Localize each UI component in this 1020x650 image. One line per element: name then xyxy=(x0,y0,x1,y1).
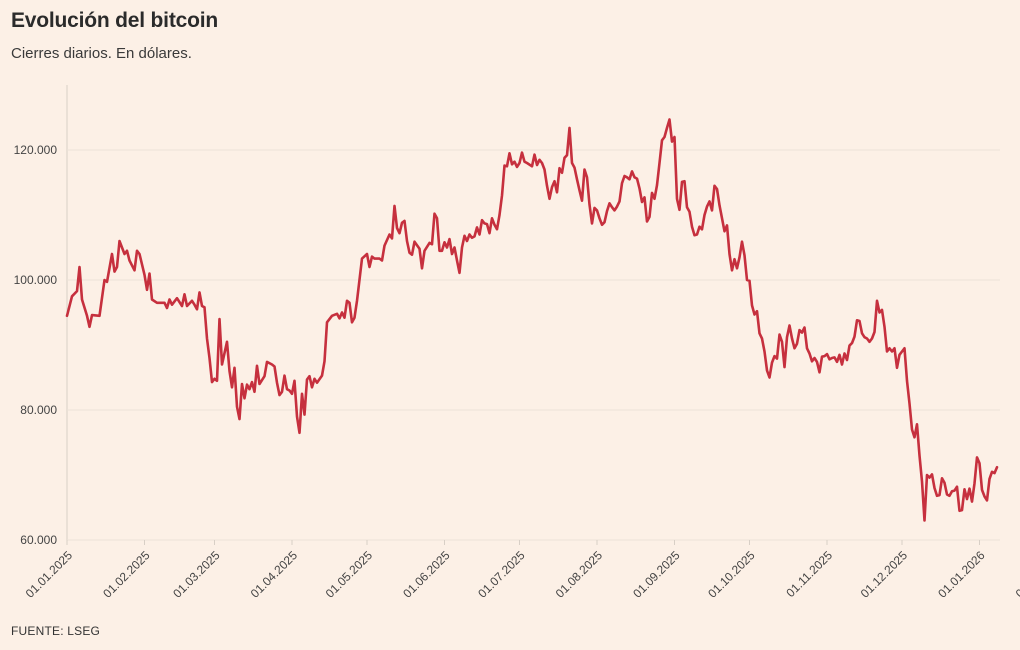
chart-title: Evolución del bitcoin xyxy=(11,9,218,32)
x-tick-label: 01.01.2025 xyxy=(23,548,76,601)
x-tick-label: 01.10.2025 xyxy=(705,548,758,601)
x-axis-labels: 01.01.2025 01.02.2025 01.03.2025 01.04.2025… xyxy=(23,548,1020,601)
y-tick-label: 60.000 xyxy=(20,533,57,547)
x-tick-label: 01.06.2025 xyxy=(400,548,453,601)
x-tick-label: 01.09.2025 xyxy=(630,548,683,601)
series-line-bitcoin xyxy=(65,118,999,522)
x-tick-label: 01.11.2025 xyxy=(783,548,835,600)
x-tick-label: 01.03.2025 xyxy=(170,548,223,601)
x-tick-label: 01.05.2025 xyxy=(323,548,376,601)
y-tick-label: 100.000 xyxy=(14,273,58,287)
series-layer xyxy=(65,118,999,522)
grid-layer xyxy=(66,85,1000,545)
x-tick-label: 01.07.2025 xyxy=(475,548,528,601)
y-axis-labels: 60.000 80.000 100.000 120.000 xyxy=(14,143,58,547)
chart-source: FUENTE: LSEG xyxy=(11,624,101,638)
x-tick-label: 01.04.2025 xyxy=(248,548,301,601)
y-tick-label: 80.000 xyxy=(20,403,57,417)
x-tick-label: 01.08.2025 xyxy=(553,548,606,601)
x-tick-label: 01.12.2025 xyxy=(858,548,911,601)
chart-subtitle: Cierres diarios. En dólares. xyxy=(11,45,192,62)
x-tick-label: 01.01.2026 xyxy=(935,548,988,601)
x-tick-label: 01.02.2025 xyxy=(100,548,153,601)
y-tick-label: 120.000 xyxy=(14,143,58,157)
x-tick-label: 01.02.2026 xyxy=(1013,548,1020,601)
